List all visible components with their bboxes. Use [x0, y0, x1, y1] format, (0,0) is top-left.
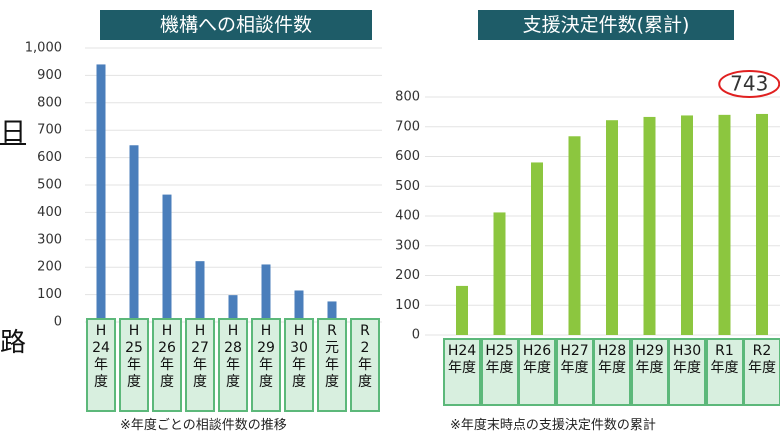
page-fragment: 日 [0, 118, 27, 148]
y-tick-label: 700 [395, 119, 420, 134]
bar [327, 301, 337, 322]
bar [606, 120, 618, 335]
bar [531, 162, 543, 335]
bar [718, 114, 731, 335]
y-tick-label: 400 [395, 209, 420, 224]
x-tick-label: R1 年度 [705, 338, 744, 406]
y-tick-label: 200 [37, 260, 62, 275]
y-tick-label: 100 [395, 298, 420, 313]
bar [228, 295, 238, 322]
chart-title: 機構への相談件数 [100, 10, 372, 40]
bar [756, 113, 768, 336]
bar [643, 116, 656, 336]
footnote: ※年度末時点の支援決定件数の累計 [450, 418, 656, 433]
y-tick-label: 800 [395, 90, 420, 105]
bar [96, 64, 106, 322]
y-tick-label: 600 [37, 150, 62, 165]
y-tick-label: 200 [395, 268, 420, 283]
y-tick-label: 0 [54, 315, 62, 330]
y-tick-label: 900 [37, 68, 62, 83]
page-fragment: 路 [0, 328, 27, 358]
bar [568, 136, 581, 335]
footnote: ※年度ごとの相談件数の推移 [120, 418, 287, 433]
bar [129, 145, 139, 322]
chart-title: 支援決定件数(累計) [478, 10, 734, 40]
bar [195, 261, 205, 322]
y-tick-label: 100 [37, 287, 62, 302]
annotation: 743 [730, 71, 768, 95]
y-tick-label: 400 [37, 205, 62, 220]
annotation-circle [718, 69, 780, 98]
bar [294, 290, 304, 322]
y-tick-label: 300 [395, 238, 420, 253]
bar [162, 194, 172, 322]
bar [681, 115, 693, 335]
y-tick-label: 300 [37, 232, 62, 247]
y-tick-label: 0 [412, 328, 420, 343]
y-tick-label: 1,000 [25, 41, 62, 56]
bar [493, 212, 506, 335]
bar [456, 285, 468, 335]
y-tick-label: 500 [395, 179, 420, 194]
y-tick-label: 600 [395, 149, 420, 164]
y-tick-label: 500 [37, 178, 62, 193]
y-tick-label: 700 [37, 123, 62, 138]
y-tick-label: 800 [37, 95, 62, 110]
bar [261, 264, 271, 322]
